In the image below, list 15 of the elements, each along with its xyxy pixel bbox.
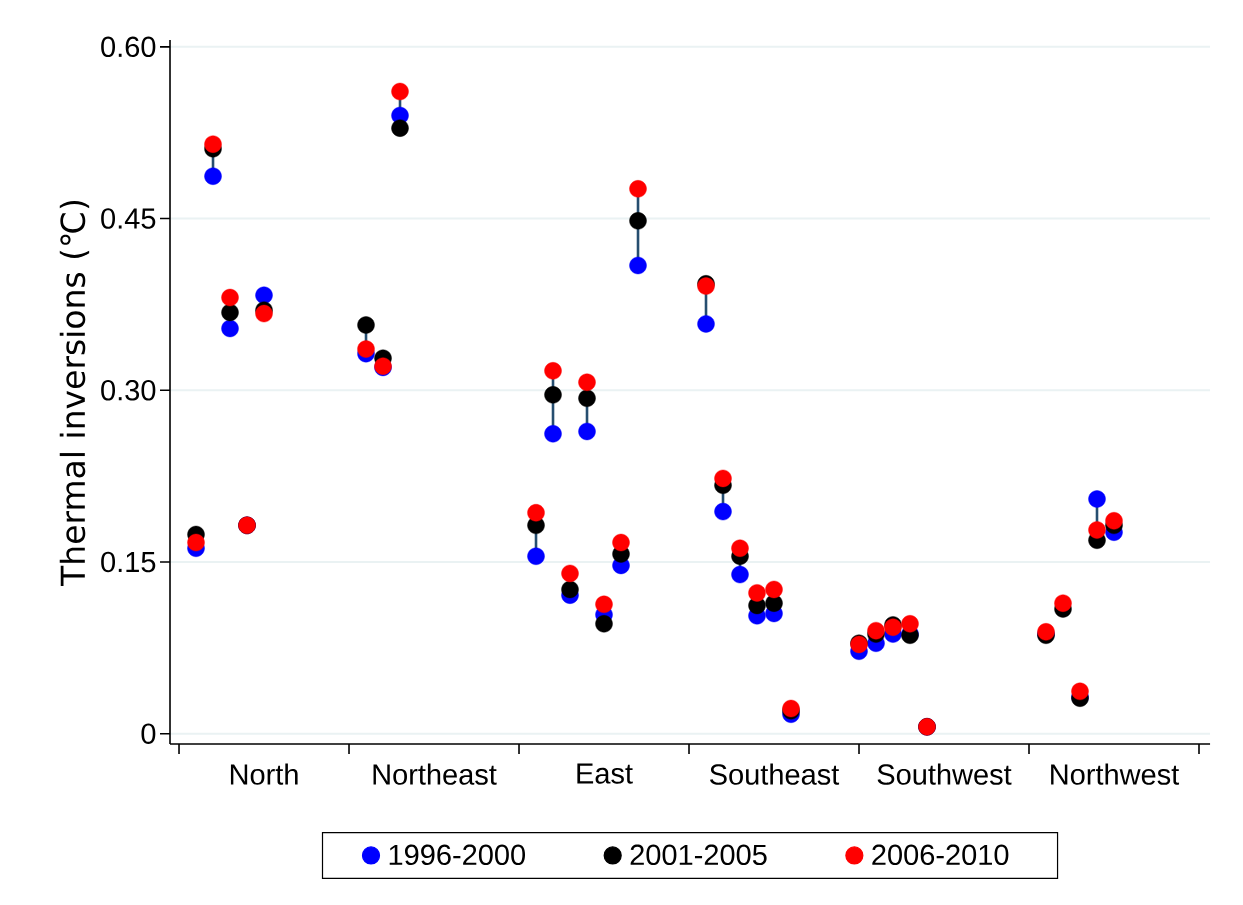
y-tick-label: 0.15 [101,551,156,573]
x-tick-label: Southeast [710,763,840,785]
y-axis-title: Thermal inversions (℃) [59,200,90,586]
y-tick-label: 0.30 [101,380,156,401]
x-tick-label: Northeast [373,763,497,785]
y-tick-label: 0.45 [101,208,156,229]
y-tick-label: 0 [141,723,156,744]
legend-label: 2001-2005 [630,844,767,866]
legend-label: 1996-2000 [389,844,526,866]
legend-label: 2006-2010 [872,844,1009,866]
x-tick-label: Northwest [1051,763,1180,785]
y-tick-label: 0.60 [101,36,156,58]
x-tick-label: North [230,763,298,785]
x-tick-label: East [577,763,633,784]
x-tick-label: Southwest [877,763,1012,785]
